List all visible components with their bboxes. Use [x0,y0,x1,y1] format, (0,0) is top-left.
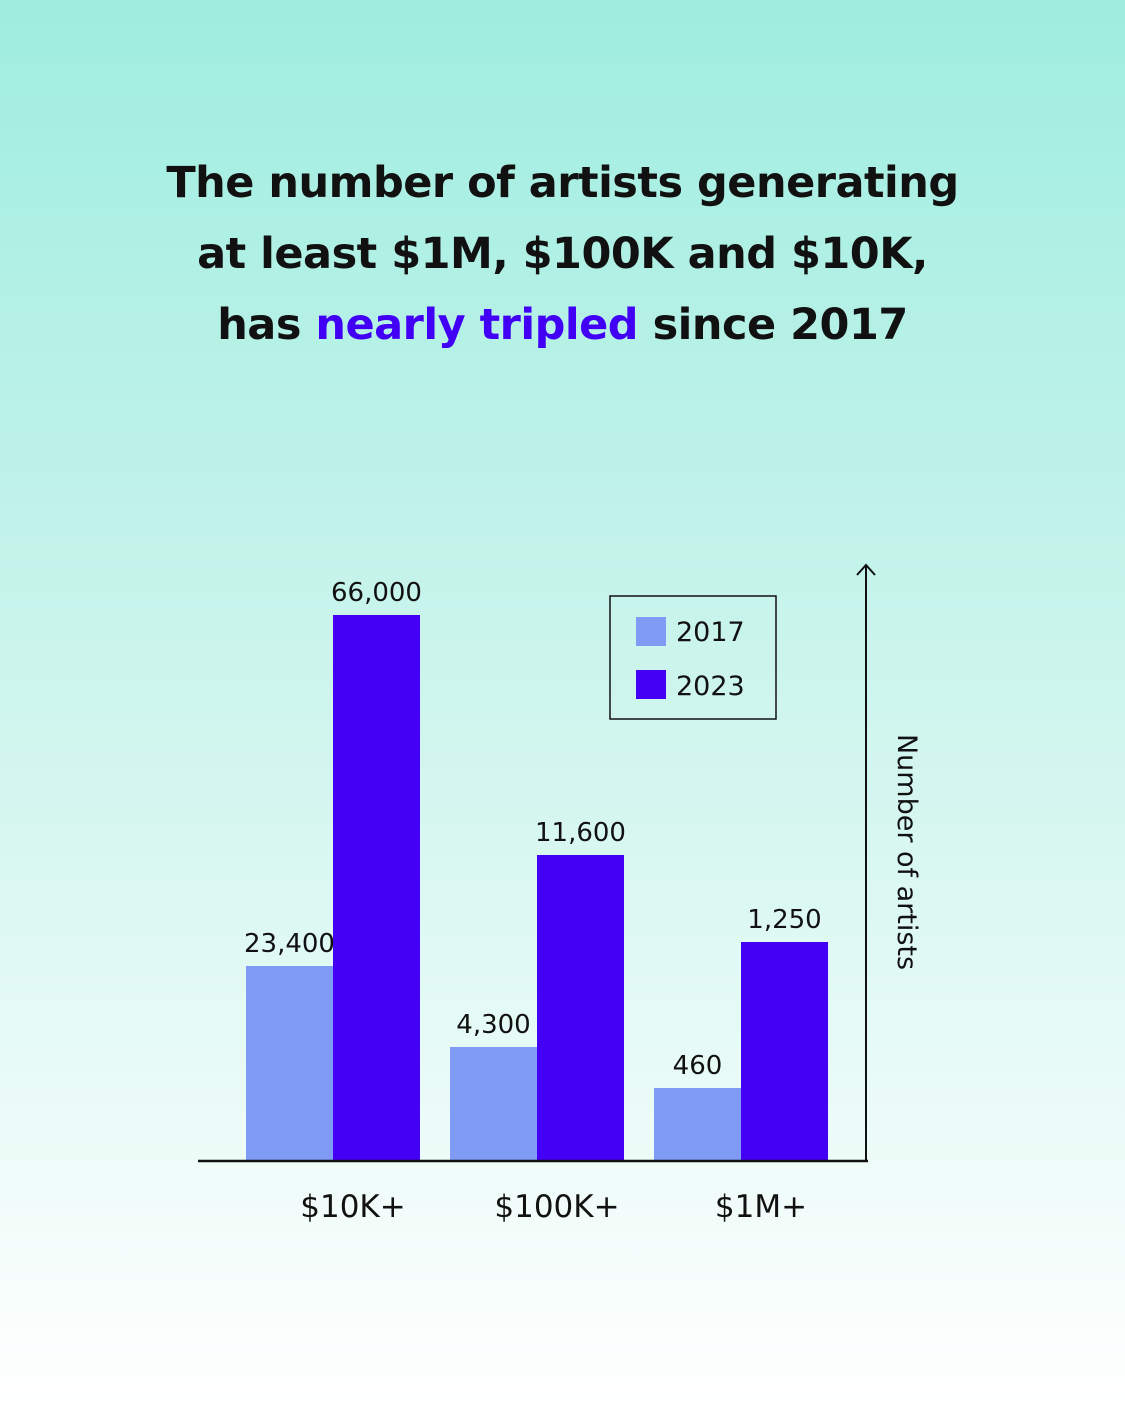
bar-10k-2017 [246,966,333,1160]
bar-value-label-1m-2023: 1,250 [747,905,821,935]
bar-value-label-100k-2017: 4,300 [456,1010,530,1040]
bar-10k-2023 [333,615,420,1160]
category-label-10k: $10K+ [300,1189,405,1225]
title-highlight: nearly tripled [315,300,639,350]
chart-title: The number of artists generating at leas… [0,148,1125,361]
bar-value-label-10k-2017: 23,400 [244,929,335,959]
bar-100k-2017 [450,1047,537,1160]
bar-value-label-100k-2023: 11,600 [535,818,626,848]
bar-100k-2023 [537,855,624,1160]
bar-value-labels: 23,400 66,000 4,300 11,600 460 1,250 [244,578,822,1081]
legend-label-2017: 2017 [676,617,745,648]
title-line-3: has nearly tripled since 2017 [0,290,1125,361]
legend: 2017 2023 [609,595,777,720]
title-line-1: The number of artists generating [166,158,959,208]
title-line-2: at least $1M, $100K and $10K, [197,229,928,279]
bar-value-label-10k-2023: 66,000 [331,578,422,608]
legend-swatch-2017 [636,617,666,646]
category-labels: $10K+ $100K+ $1M+ [300,1189,807,1225]
y-axis-arrow-icon [856,563,876,576]
bars-group [246,615,828,1160]
bar-1m-2017 [654,1088,741,1160]
y-axis-title: Number of artists [891,734,922,970]
legend-swatch-2023 [636,670,666,699]
bar-1m-2023 [741,942,828,1160]
bar-value-label-1m-2017: 460 [673,1051,723,1081]
title-line-3-end: since 2017 [638,300,909,350]
title-line-3-start: has [217,300,316,350]
legend-label-2023: 2023 [676,671,745,702]
category-label-1m: $1M+ [715,1189,807,1225]
category-label-100k: $100K+ [494,1189,619,1225]
legend-box [609,595,777,720]
